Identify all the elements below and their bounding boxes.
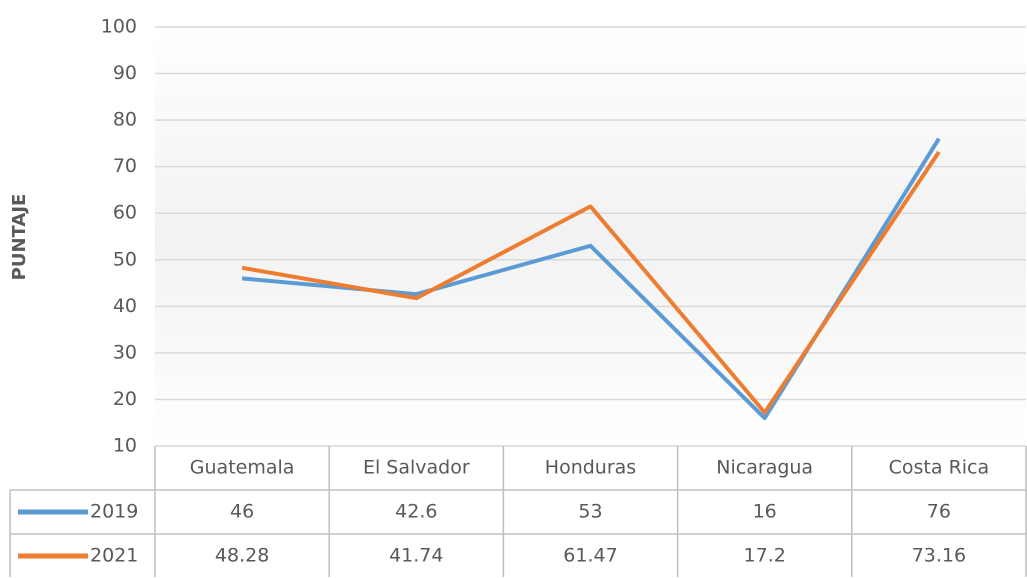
table-value: 48.28 (215, 545, 269, 567)
y-tick-label: 10 (113, 435, 137, 457)
table-value: 46 (230, 501, 254, 523)
table-value: 16 (753, 501, 777, 523)
y-axis-label: PUNTAJE (9, 194, 30, 281)
legend-label: 2021 (90, 545, 138, 567)
table-value: 41.74 (389, 545, 443, 567)
table-value: 76 (927, 501, 951, 523)
table-value: 61.47 (563, 545, 617, 567)
table-value: 73.16 (912, 545, 966, 567)
y-tick-label: 90 (113, 62, 137, 84)
y-tick-label: 100 (101, 16, 137, 38)
series-line (241, 150, 941, 415)
x-tick-label: Honduras (545, 457, 636, 479)
y-tick-label: 60 (113, 202, 137, 224)
y-tick-label: 30 (113, 341, 137, 363)
x-tick-label: Costa Rica (889, 457, 990, 479)
y-tick-label: 20 (113, 388, 137, 410)
y-tick-label: 70 (113, 155, 137, 177)
y-tick-label: 80 (113, 109, 137, 131)
legend-label: 2019 (90, 501, 138, 523)
table-value: 42.6 (395, 501, 437, 523)
plot-area (155, 27, 1026, 446)
table-value: 53 (578, 501, 602, 523)
x-tick-label: El Salvador (363, 457, 470, 479)
table-value: 17.2 (744, 545, 786, 567)
x-tick-label: Nicaragua (716, 457, 813, 479)
y-tick-label: 40 (113, 295, 137, 317)
x-tick-label: Guatemala (190, 457, 295, 479)
y-tick-label: 50 (113, 248, 137, 270)
